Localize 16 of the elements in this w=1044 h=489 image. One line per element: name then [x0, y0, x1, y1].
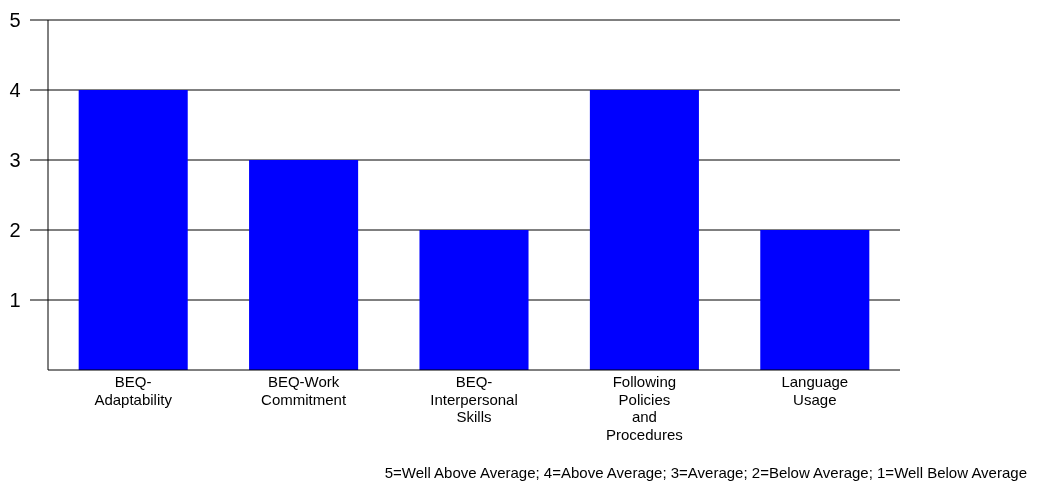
x-tick-label: Following Policies and Procedures — [606, 373, 683, 443]
bar — [760, 230, 870, 370]
bar — [419, 230, 529, 370]
y-tick-label: 2 — [9, 219, 21, 241]
x-tick-label: BEQ-Interpersonal Skills — [430, 373, 518, 425]
x-tick-label: BEQ-Work Commitment — [261, 373, 347, 408]
x-tick-label: BEQ-Adaptability — [94, 373, 173, 408]
bar — [249, 160, 359, 370]
y-tick-label: 3 — [9, 149, 21, 171]
x-tick-label: Language Usage — [781, 373, 849, 408]
bar — [589, 90, 699, 370]
y-tick-label: 1 — [9, 289, 21, 311]
y-tick-label: 5 — [9, 9, 21, 31]
text: 5=Well Above Average; 4=Above Average; 3=Average; 2=Below Average; 1=Well Below Average — [384, 464, 1027, 481]
y-tick-label: 4 — [9, 79, 21, 101]
bar — [78, 90, 188, 370]
